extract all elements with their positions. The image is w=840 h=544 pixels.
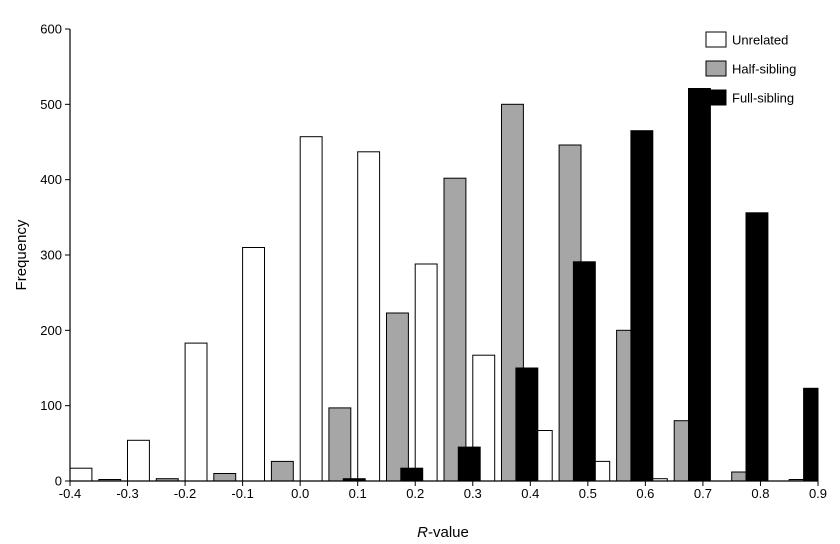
legend-label-unrelated: Unrelated: [732, 33, 788, 48]
y-tick-label-3: 300: [40, 248, 62, 263]
x-tick-label-2: -0.2: [174, 486, 196, 501]
x-axis-title: R-value: [417, 524, 469, 541]
bar-unrelated-1: [127, 439, 150, 482]
x-tick-label-1: -0.3: [116, 486, 138, 501]
y-axis-title: Frequency: [13, 219, 30, 290]
x-tick-label-5: 0.1: [349, 486, 367, 501]
legend-label-full-sibling: Full-sibling: [732, 91, 794, 106]
y-tick-label-2: 200: [40, 323, 62, 338]
x-tick-label-11: 0.7: [694, 486, 712, 501]
x-tick-label-13: 0.9: [809, 486, 827, 501]
y-tick-label-6: 600: [40, 22, 62, 37]
bar-full-sibling-10: [688, 88, 711, 482]
x-axis-title-italic: R: [417, 524, 428, 541]
bar-unrelated-3: [242, 247, 266, 482]
y-tick-label-5: 500: [40, 97, 62, 112]
x-tick-label-7: 0.3: [464, 486, 482, 501]
bar-half-sibling-2: [213, 473, 237, 482]
legend-label-half-sibling: Half-sibling: [732, 62, 796, 77]
axes-group: 0 100 200 300 400 500 600 -0.4 -0.3 -0.2 -0.1 0.0 0.…: [40, 22, 827, 502]
x-tick-label-0: -0.4: [59, 486, 81, 501]
bar-full-sibling-12: [803, 387, 819, 482]
x-tick-label-4: 0.0: [291, 486, 309, 501]
legend-swatch-half-sibling: [705, 60, 727, 77]
bar-half-sibling-6: [443, 177, 467, 482]
bar-unrelated-0: [69, 467, 93, 482]
y-tick-label-1: 100: [40, 398, 62, 413]
bar-half-sibling-5: [386, 312, 409, 482]
bar-full-sibling-5: [400, 467, 424, 482]
bars-group: [69, 88, 819, 482]
bar-full-sibling-9: [630, 130, 654, 482]
x-tick-label-10: 0.6: [636, 486, 654, 501]
bar-full-sibling-6: [457, 446, 481, 482]
bar-unrelated-6: [414, 263, 438, 482]
bar-half-sibling-4: [328, 407, 352, 482]
bar-full-sibling-11: [745, 212, 769, 482]
x-tick-label-8: 0.4: [521, 486, 539, 501]
bar-full-sibling-8: [572, 261, 596, 482]
legend-swatch-full-sibling: [705, 89, 727, 106]
x-tick-label-12: 0.8: [751, 486, 769, 501]
bar-half-sibling-3: [270, 460, 294, 482]
x-axis-title-rest: -value: [428, 524, 469, 541]
x-tick-label-3: -0.1: [231, 486, 253, 501]
x-tick-label-6: 0.2: [406, 486, 424, 501]
legend-swatch-unrelated: [705, 31, 727, 48]
bar-unrelated-4: [299, 136, 323, 482]
y-tick-label-0: 0: [55, 474, 62, 489]
legend: Unrelated Half-sibling Full-sibling: [705, 31, 796, 106]
bar-unrelated-5: [357, 151, 381, 482]
bar-unrelated-2: [184, 342, 208, 482]
y-tick-label-4: 400: [40, 172, 62, 187]
bar-full-sibling-7: [515, 367, 539, 482]
x-tick-label-9: 0.5: [579, 486, 597, 501]
